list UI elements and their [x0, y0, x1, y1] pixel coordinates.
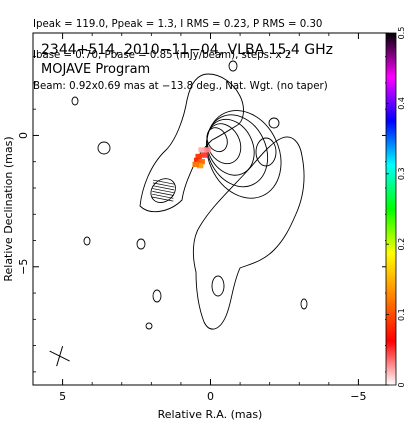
isolated-contour — [136, 238, 146, 250]
polarization-pixel — [198, 159, 205, 165]
isolated-contour — [228, 60, 238, 72]
core-contour — [206, 110, 282, 199]
colorbar-tick-label: 0.3 — [397, 167, 406, 180]
beam-hatch — [152, 188, 174, 194]
polarization-pixel — [195, 153, 202, 160]
y-ticks: 0 −5 — [17, 56, 388, 373]
beam-hatch — [152, 191, 174, 196]
isolated-contour — [300, 298, 308, 310]
core-contour — [206, 123, 242, 165]
isolated-contour — [83, 236, 91, 246]
contour-layer — [71, 60, 308, 330]
beam-hatch — [151, 196, 174, 202]
beam-ellipse — [150, 178, 176, 203]
core-contour — [206, 127, 228, 153]
isolated-contour — [255, 137, 277, 167]
x-tick-label: 5 — [59, 390, 66, 403]
x-ticks: 5 0 −5 — [32, 33, 389, 403]
isolated-contour — [71, 96, 79, 106]
y-tick-label: 0 — [17, 132, 30, 139]
polarization-pixel — [193, 157, 201, 164]
jet-outer-contour — [139, 73, 244, 213]
colorbar-tick-label: 0.2 — [397, 238, 406, 251]
isolated-contour — [145, 322, 153, 330]
isolated-contour — [97, 141, 111, 155]
x-axis-label: Relative R.A. (mas) — [158, 408, 263, 421]
isolated-contour — [268, 117, 280, 129]
reference-cross — [49, 345, 70, 367]
header-line-3: Beam: 0.92x0.69 mas at −13.8 deg., Nat. … — [33, 80, 328, 92]
colorbar-tick-label: 0.1 — [397, 308, 406, 321]
polarization-pixel — [198, 147, 205, 153]
chart-title: 2344+514, 2010−11−04, VLBA 15.4 GHz — [41, 42, 333, 58]
polarization-pixel — [192, 161, 199, 167]
isolated-contour — [211, 275, 225, 297]
cross-arm — [56, 345, 64, 367]
plot-frame — [32, 32, 389, 386]
header: Ipeak = 119.0, Ppeak = 1.3, I RMS = 0.23… — [33, 0, 409, 102]
beam-hatch — [153, 179, 175, 185]
colorbar-tick-label: 0.5 — [397, 27, 406, 40]
core-contour — [206, 114, 269, 188]
colorbar-ticks: 0 0.1 0.2 0.3 0.4 0.5 — [386, 27, 406, 388]
colorbar: 0 0.1 0.2 0.3 0.4 0.5 — [385, 27, 406, 388]
y-tick-label: −5 — [17, 259, 30, 275]
header-line-1: Ipeak = 119.0, Ppeak = 1.3, I RMS = 0.23… — [33, 19, 323, 31]
polarization-pixel — [196, 163, 204, 169]
plot-area: 5 0 −5 0 −5 — [17, 32, 389, 403]
chart-subtitle: MOJAVE Program — [41, 62, 150, 77]
polarization-pixel — [201, 152, 208, 158]
core-contours — [206, 110, 282, 199]
isolated-contour — [152, 289, 162, 303]
beam-hatch — [152, 182, 175, 188]
core-contour — [206, 118, 255, 176]
polarization-pixels — [192, 147, 211, 169]
southwest-jet-contour — [192, 136, 305, 330]
beam-outline — [150, 178, 176, 203]
colorbar-gradient — [385, 32, 397, 386]
beam-hatch — [152, 193, 174, 199]
y-axis-label: Relative Declination (mas) — [2, 136, 15, 281]
x-tick-label: −5 — [350, 390, 366, 403]
colorbar-tick-label: 0.4 — [397, 97, 406, 110]
colorbar-tick-label: 0 — [397, 382, 406, 387]
header-line-2: Ibase = 0.70, Pbase = 0.85 (mJy/beam), s… — [33, 50, 292, 61]
polarization-pixel — [204, 147, 211, 153]
beam-hatch — [152, 185, 175, 191]
x-tick-label: 0 — [207, 390, 214, 403]
